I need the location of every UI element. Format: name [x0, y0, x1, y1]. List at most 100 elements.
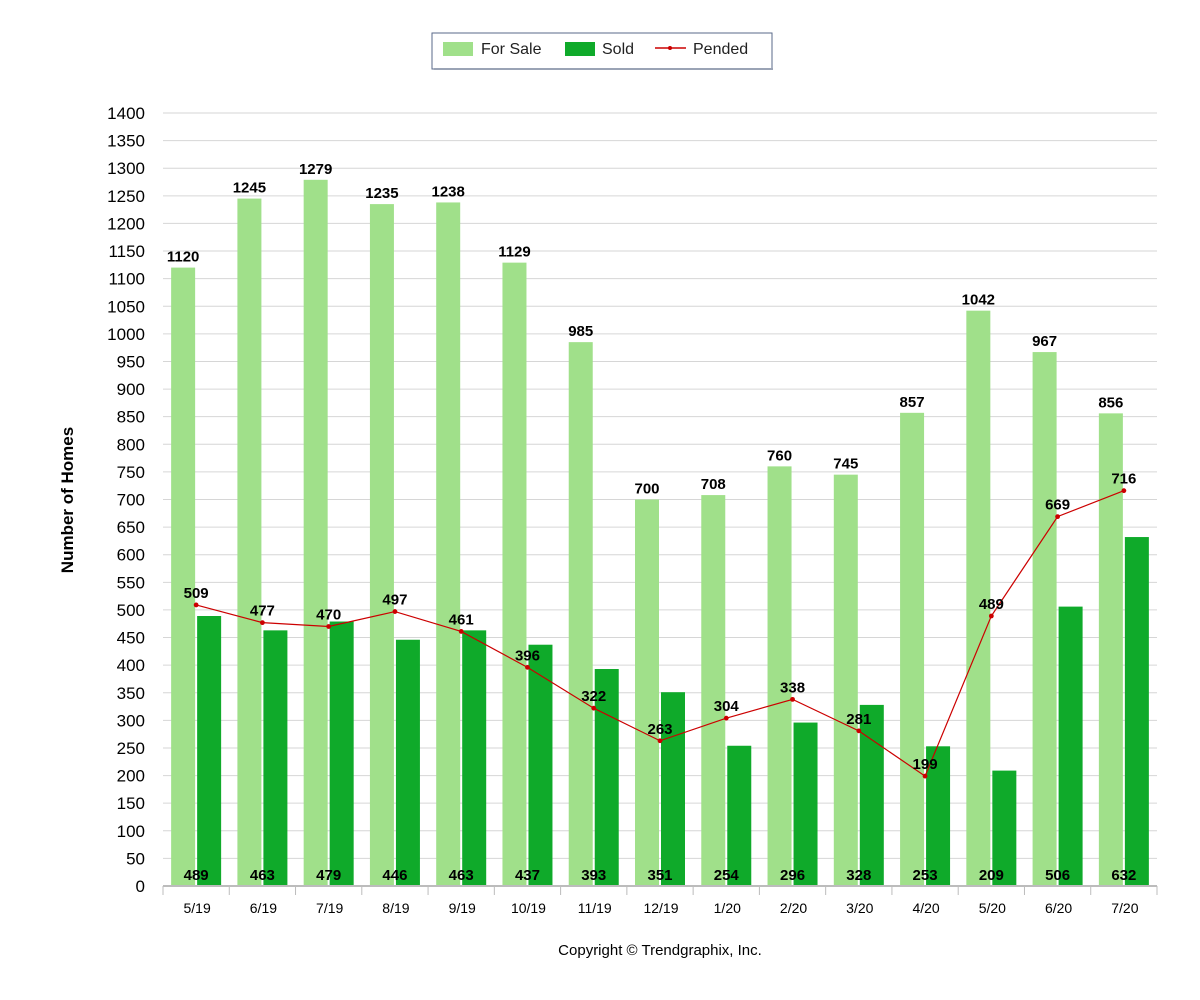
for-sale-bar [237, 198, 262, 886]
pended-point [790, 696, 795, 702]
y-tick-label: 700 [117, 491, 145, 510]
for-sale-value-label: 1042 [962, 292, 995, 309]
for-sale-bar [369, 204, 394, 886]
pended-value-label: 489 [979, 596, 1004, 613]
pended-value-label: 263 [647, 721, 672, 738]
legend-sold-swatch [565, 42, 595, 56]
pended-line [193, 488, 1127, 779]
x-tick-label: 5/20 [979, 900, 1006, 916]
for-sale-bar [900, 412, 925, 886]
sold-bar [594, 669, 619, 886]
x-tick-label: 9/19 [449, 900, 476, 916]
x-axis [162, 885, 1158, 895]
y-tick-label: 200 [117, 767, 145, 786]
sold-bar [926, 746, 951, 886]
data-labels: 1120 489 1245 463 1279 479 1235 446 1238 463 1129 4… [167, 161, 1137, 884]
sold-value-label: 328 [846, 867, 871, 884]
y-tick-label: 900 [117, 380, 145, 399]
x-tick-label: 12/19 [643, 900, 678, 916]
y-tick-label: 1100 [108, 270, 145, 289]
for-sale-bar [303, 179, 328, 887]
sold-bar [859, 704, 884, 886]
y-tick-label: 800 [117, 435, 145, 454]
y-tick-label: 250 [117, 739, 145, 758]
y-tick-label: 1000 [107, 325, 145, 344]
for-sale-value-label: 967 [1032, 333, 1057, 350]
for-sale-bar [436, 202, 461, 886]
sold-value-label: 489 [184, 867, 209, 884]
for-sale-bar [502, 262, 527, 886]
pended-point [326, 624, 332, 629]
sold-value-label: 437 [515, 867, 540, 884]
pended-point [922, 773, 928, 779]
y-tick-label: 1350 [107, 132, 145, 151]
sold-value-label: 393 [581, 867, 606, 884]
y-tick-label: 500 [117, 601, 145, 620]
sold-value-label: 254 [714, 867, 740, 884]
sold-bar [727, 745, 752, 886]
sold-value-label: 632 [1111, 867, 1136, 884]
sold-bar [992, 770, 1017, 886]
pended-value-label: 304 [714, 698, 740, 715]
x-tick-label: 1/20 [714, 900, 741, 916]
for-sale-bar [171, 267, 196, 887]
pended-point [260, 620, 265, 626]
for-sale-bar [568, 342, 593, 886]
legend-box [431, 32, 773, 70]
for-sale-value-label: 1235 [365, 185, 398, 202]
x-tick-label: 11/19 [578, 900, 612, 916]
pended-value-label: 477 [250, 603, 275, 620]
pended-value-label: 497 [382, 592, 407, 609]
sold-bar [395, 639, 420, 886]
for-sale-bar [966, 310, 991, 887]
y-tick-label: 300 [117, 711, 145, 730]
pended-value-label: 281 [846, 711, 871, 728]
pended-value-label: 509 [184, 585, 209, 602]
pended-point [856, 728, 862, 734]
x-tick-label: 6/19 [250, 900, 277, 916]
pended-point [1121, 488, 1127, 494]
sold-bar [793, 722, 818, 886]
sold-bar [462, 630, 487, 886]
x-tick-label: 7/20 [1111, 900, 1138, 916]
pended-point [458, 629, 464, 634]
pended-value-label: 461 [449, 611, 474, 628]
for-sale-value-label: 1238 [432, 183, 465, 200]
for-sale-bar [1032, 352, 1057, 886]
legend-sold-label: Sold [602, 41, 634, 58]
sold-bar [1058, 606, 1083, 886]
pended-point [392, 609, 398, 614]
y-tick-label: 1400 [107, 104, 145, 123]
y-tick-label: 1150 [108, 242, 145, 261]
sold-bar [329, 621, 354, 886]
x-tick-label: 2/20 [780, 900, 807, 916]
y-tick-label: 350 [117, 684, 145, 703]
y-tick-label: 50 [126, 849, 145, 868]
y-tick-label: 750 [117, 463, 145, 482]
y-tick-label: 1300 [107, 159, 145, 178]
sold-bar [661, 692, 685, 886]
sold-value-label: 209 [979, 867, 1004, 884]
for-sale-value-label: 708 [701, 476, 726, 493]
y-tick-label: 950 [117, 352, 145, 371]
sold-bar [263, 630, 288, 886]
pended-value-label: 199 [913, 756, 938, 773]
legend-for-sale-label: For Sale [481, 41, 542, 58]
y-tick-label: 1050 [107, 297, 145, 316]
gridlines [163, 112, 1157, 859]
x-tick-label: 4/20 [912, 900, 939, 916]
y-tick-label: 450 [117, 629, 145, 648]
pended-point [1055, 514, 1060, 520]
x-tick-label: 10/19 [511, 900, 546, 916]
sold-value-label: 463 [449, 867, 474, 884]
sold-bar [197, 616, 222, 886]
for-sale-value-label: 760 [767, 447, 792, 464]
for-sale-value-label: 1245 [233, 180, 266, 197]
y-tick-label: 1250 [107, 187, 145, 206]
sold-bar [1124, 537, 1149, 886]
y-tick-label: 600 [117, 546, 145, 565]
sold-value-label: 446 [382, 867, 407, 884]
for-sale-bar [833, 474, 858, 886]
y-tick-label: 850 [117, 408, 145, 427]
